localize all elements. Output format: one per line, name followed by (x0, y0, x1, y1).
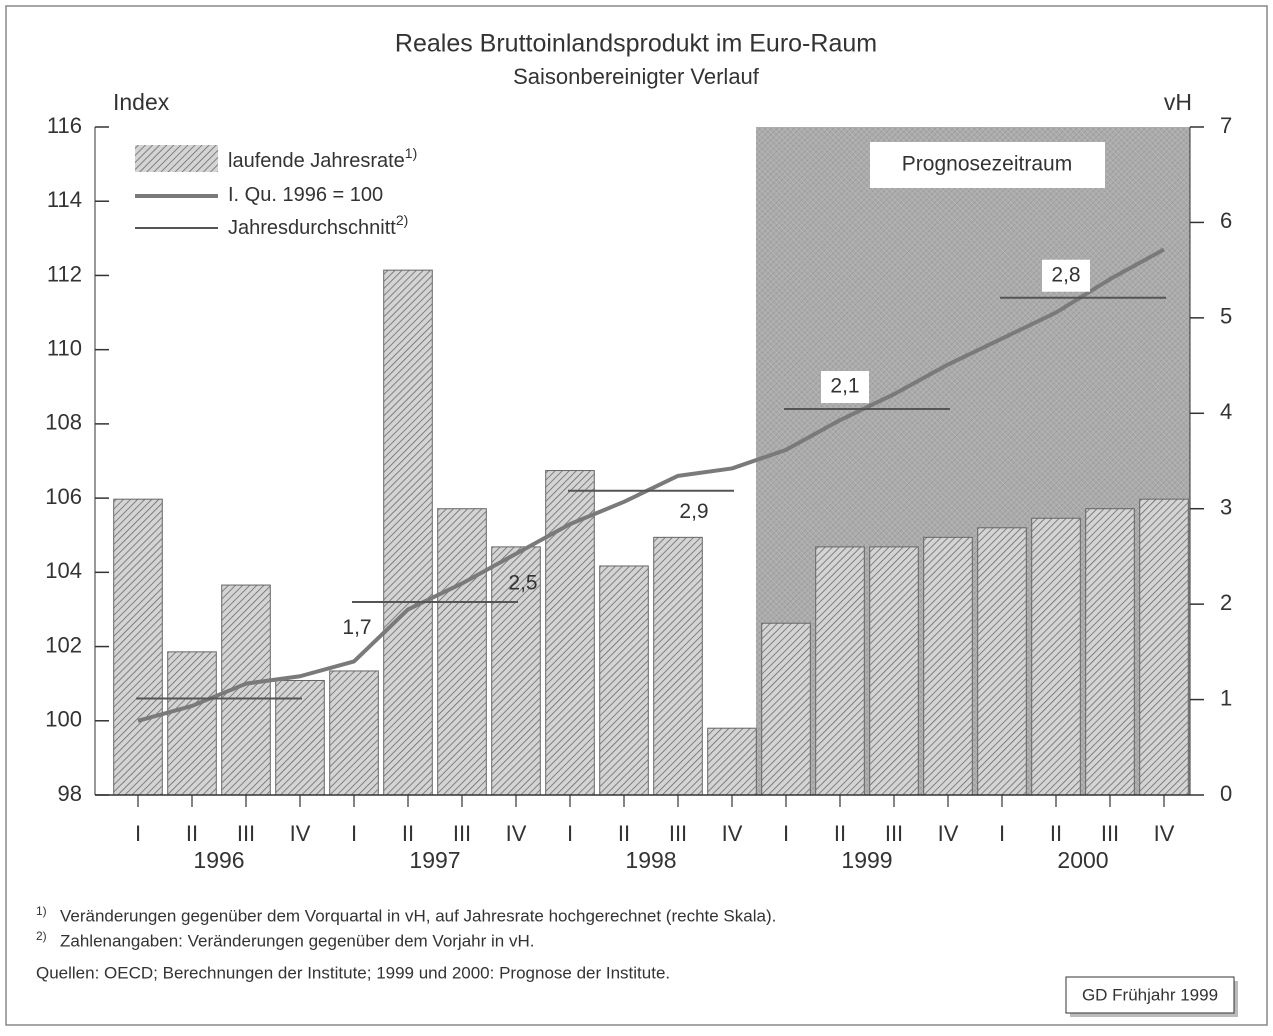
badge-box (1065, 976, 1235, 1014)
legend-swatch-bar (135, 145, 218, 172)
bar (599, 565, 649, 796)
bar (923, 536, 973, 796)
y-tick-label: 110 (47, 335, 82, 360)
bar (653, 536, 703, 796)
annual-label: 2,8 (1051, 263, 1080, 286)
x-tick-label: III (669, 821, 687, 846)
year-label: 1996 (193, 847, 244, 873)
bar (761, 622, 811, 796)
y2-tick-label: 2 (1220, 590, 1232, 615)
source: Quellen: OECD; Berechnungen der Institut… (36, 963, 670, 982)
y2-tick-label: 1 (1220, 685, 1232, 710)
x-tick-label: I (999, 821, 1005, 846)
y-tick-label: 100 (45, 707, 82, 732)
bar (869, 546, 919, 796)
y-tick-label: 106 (45, 484, 82, 509)
y-tick-label: 108 (45, 410, 82, 435)
x-tick-label: III (1101, 821, 1119, 846)
x-tick-label: IV (722, 821, 743, 846)
y-axis-label: Index (113, 89, 170, 115)
annual-label-box (1042, 259, 1090, 292)
bar (1031, 517, 1081, 796)
x-tick-label: I (567, 821, 573, 846)
y-tick-label: 112 (47, 261, 82, 286)
x-tick-label: IV (938, 821, 959, 846)
x-tick-label: I (351, 821, 357, 846)
y-tick-label: 116 (47, 113, 82, 138)
y2-tick-label: 6 (1220, 208, 1232, 233)
y2-tick-label: 4 (1220, 399, 1232, 424)
legend-note: 2) (396, 212, 408, 228)
x-tick-label: II (402, 821, 414, 846)
y2-tick-label: 7 (1220, 113, 1232, 138)
forecast-label-box (870, 142, 1105, 188)
footnote-text: Zahlenangaben: Veränderungen gegenüber d… (60, 931, 534, 950)
x-tick-label: II (1050, 821, 1062, 846)
bar (437, 508, 487, 796)
chart-title: Reales Bruttoinlandsprodukt im Euro-Raum (395, 30, 877, 58)
index-line (137, 247, 1165, 723)
x-tick-label: IV (290, 821, 311, 846)
footnote-text: Veränderungen gegenüber dem Vorquartal i… (60, 906, 776, 925)
bar (977, 527, 1027, 796)
x-tick-label: III (237, 821, 255, 846)
footnote-marker: 1) (36, 904, 47, 918)
x-tick-label: II (618, 821, 630, 846)
legend-note: 1) (405, 145, 417, 161)
x-tick-label: II (186, 821, 198, 846)
bar (815, 546, 865, 796)
x-tick-label: III (885, 821, 903, 846)
bar (707, 727, 757, 796)
annual-label: 2,9 (679, 500, 708, 523)
footnote-marker: 2) (36, 929, 47, 943)
y2-tick-label: 0 (1220, 781, 1232, 806)
y2-tick-label: 3 (1220, 495, 1232, 520)
annual-label: 1,7 (342, 616, 371, 639)
y-tick-label: 114 (47, 187, 82, 212)
x-tick-label: IV (506, 821, 527, 846)
legend-label: I. Qu. 1996 = 100 (228, 184, 383, 206)
legend-name: I. Qu. 1996 = 100 (228, 184, 383, 206)
y-tick-label: 104 (45, 558, 82, 583)
y-tick-label: 98 (58, 781, 82, 806)
y2-axis-label: vH (1164, 89, 1192, 115)
annual-label: 2,5 (508, 572, 537, 595)
badge: GD Frühjahr 1999 (1082, 985, 1218, 1004)
legend-label: laufende Jahresrate1) (228, 145, 417, 173)
year-label: 1997 (409, 847, 460, 873)
legend-name: laufende Jahresrate (228, 150, 405, 172)
bar (491, 546, 541, 796)
legend-name: Jahresdurchschnitt (228, 217, 396, 239)
bar (113, 498, 163, 796)
bar (329, 670, 379, 796)
year-label: 1998 (625, 847, 676, 873)
chart-subtitle: Saisonbereinigter Verlauf (513, 64, 760, 89)
year-label: 1999 (841, 847, 892, 873)
forecast-label: Prognosezeitraum (902, 153, 1072, 176)
x-tick-label: IV (1154, 821, 1175, 846)
bar (1085, 508, 1135, 796)
bar (383, 269, 433, 796)
y2-tick-label: 5 (1220, 304, 1232, 329)
annual-label: 2,1 (830, 375, 859, 398)
annual-label-box (821, 371, 869, 404)
bar (275, 679, 325, 796)
x-tick-label: III (453, 821, 471, 846)
x-tick-label: II (834, 821, 846, 846)
year-label: 2000 (1057, 847, 1108, 873)
x-tick-label: I (783, 821, 789, 846)
legend-label: Jahresdurchschnitt2) (228, 212, 408, 240)
bar (1139, 498, 1189, 796)
bar (167, 651, 217, 796)
y-tick-label: 102 (45, 632, 82, 657)
x-tick-label: I (135, 821, 141, 846)
